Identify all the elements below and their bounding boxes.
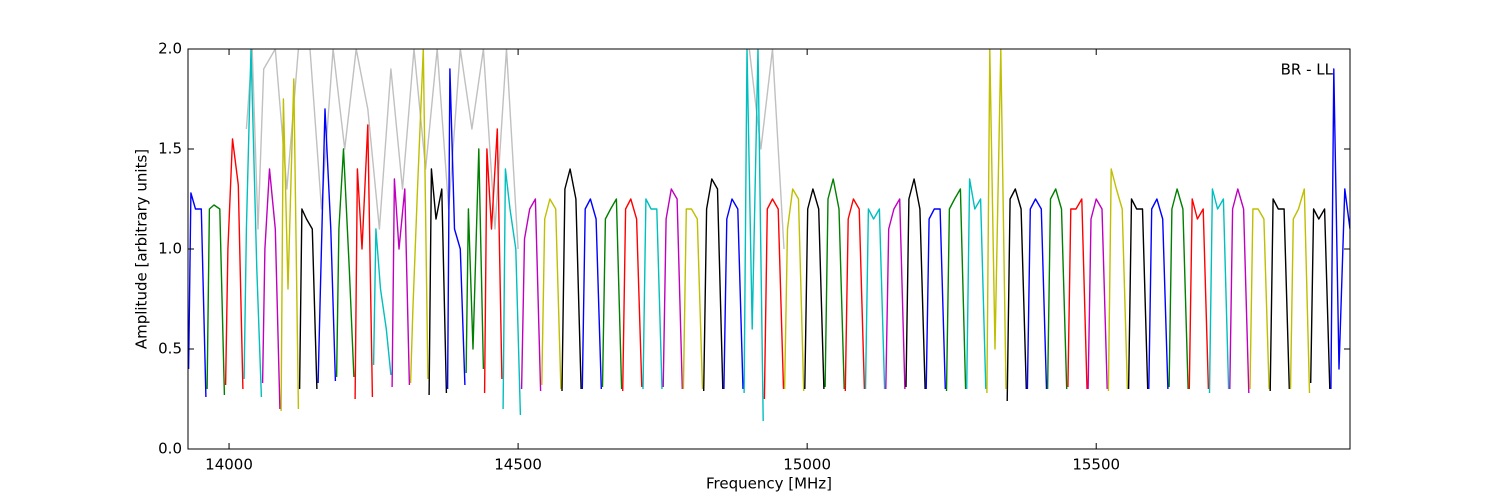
x-axis-label: Frequency [MHz] <box>706 475 832 493</box>
spectrum-line <box>409 49 429 384</box>
spectrum-line <box>703 178 724 392</box>
spectrum-line <box>1188 198 1210 390</box>
y-axis-label: Amplitude [arbitrary units] <box>133 149 151 349</box>
spectrum-line <box>864 208 886 390</box>
spectrum-line <box>966 178 987 390</box>
spectrum-line <box>1026 198 1048 390</box>
spectrum-line <box>1208 188 1230 394</box>
spectrum-line <box>723 198 744 390</box>
spectrum-line <box>1310 208 1331 390</box>
y-tick-label: 0.5 <box>158 340 182 358</box>
spectrum-line <box>206 204 226 396</box>
y-tick-label: 1.5 <box>158 140 182 158</box>
plot-lines <box>188 49 1350 422</box>
spectrum-line <box>224 138 244 390</box>
spectrum-line <box>945 188 967 392</box>
spectrum-line <box>428 168 448 396</box>
spectrum-line <box>1046 188 1068 390</box>
x-tick-label: 14500 <box>494 456 542 474</box>
spectrum-line <box>662 188 683 390</box>
spectrum-line <box>804 188 825 390</box>
spectrum-line <box>1107 168 1129 392</box>
spectrum-line <box>261 168 281 410</box>
spectrum-line <box>280 78 300 412</box>
x-tick-label: 15000 <box>783 456 831 474</box>
spectrum-line <box>1330 68 1350 390</box>
spectrum-line <box>986 49 1007 394</box>
spectrum-line <box>354 124 374 400</box>
x-tick-label: 15500 <box>1072 456 1120 474</box>
spectrum-line <box>1269 198 1290 392</box>
spectrum-line <box>1289 188 1311 394</box>
spectrum-line <box>925 208 946 390</box>
spectrum-line <box>1067 198 1088 390</box>
y-tick-label: 0.0 <box>158 440 182 458</box>
spectrum-line <box>1127 198 1149 390</box>
spectrum-line <box>824 178 845 390</box>
spectrum-line <box>1229 188 1250 394</box>
spectrum-line <box>743 49 764 422</box>
spectrum-line <box>844 198 866 392</box>
annotation: BR - LL <box>1281 61 1334 79</box>
spectrum-line <box>446 68 466 390</box>
y-tick-label: 1.0 <box>158 240 182 258</box>
spectrum-line <box>391 178 411 388</box>
spectrum-line <box>245 49 785 250</box>
spectrum-line <box>502 168 522 416</box>
spectrum-line <box>601 198 623 390</box>
x-tick-label: 14000 <box>205 456 253 474</box>
spectrum-line <box>243 49 263 398</box>
y-tick-label: 2.0 <box>158 40 182 58</box>
spectrum-line <box>372 228 392 376</box>
spectrum-line <box>622 198 643 392</box>
spectrum-line <box>483 128 503 394</box>
spectrum-line <box>317 108 337 384</box>
spectrum-line <box>1148 198 1169 390</box>
spectrum-line <box>905 178 926 390</box>
spectrum-line <box>1168 188 1189 390</box>
spectrum-line <box>335 148 355 378</box>
spectrum-line <box>885 198 906 390</box>
spectrum-line <box>1249 208 1270 390</box>
spectrum-line <box>188 192 207 398</box>
spectrum-line <box>561 168 582 392</box>
spectrum-line <box>642 198 663 390</box>
spectrum-line <box>1087 198 1108 390</box>
spectrum-line <box>298 208 318 390</box>
spectrum-line <box>1006 188 1027 402</box>
spectrum-line <box>783 188 805 392</box>
spectrum-line <box>763 198 785 400</box>
spectrum-line <box>520 198 542 392</box>
spectrum-line <box>581 198 602 390</box>
spectrum-line <box>682 208 704 390</box>
spectrum-line <box>541 198 562 390</box>
spectrum-line <box>465 148 485 374</box>
